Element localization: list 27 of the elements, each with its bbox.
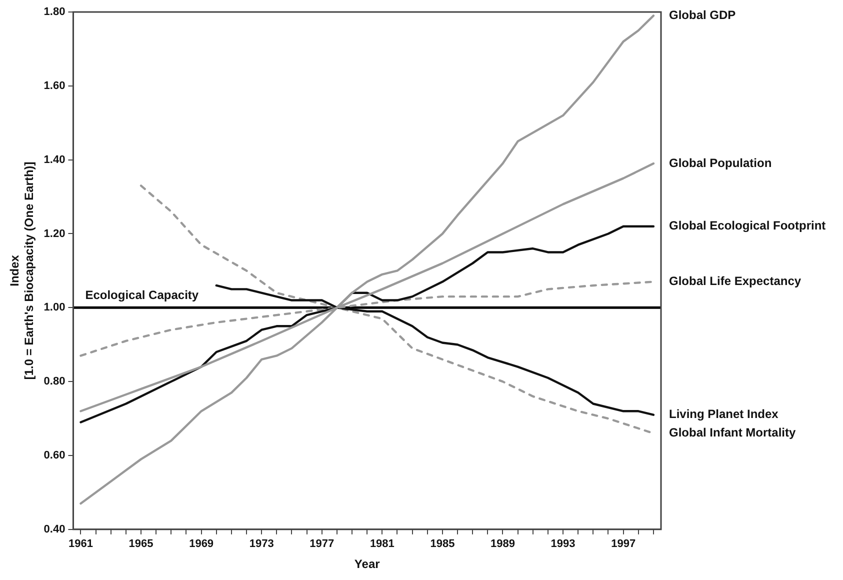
y-axis-title: Index [1.0 = Earth's Biocapacity (One Earth)]	[8, 162, 36, 380]
x-tick-label: 1981	[370, 538, 394, 550]
ref-line-label: Ecological Capacity	[85, 288, 199, 302]
x-tick-label: 1965	[128, 538, 154, 550]
y-tick-label: 0.40	[44, 523, 66, 536]
series-label: Global Population	[669, 156, 772, 170]
series-label: Global Life Expectancy	[669, 274, 802, 288]
y-tick-label: 1.60	[44, 80, 66, 92]
x-tick-label: 1993	[550, 538, 576, 550]
x-tick-label: 1973	[249, 538, 274, 550]
y-tick-label: 1.00	[44, 302, 66, 314]
y-tick-label: 0.60	[44, 450, 66, 462]
x-axis-title: Year	[354, 557, 380, 572]
x-tick-label: 1977	[310, 538, 334, 550]
series-label: Global Ecological Footprint	[669, 218, 826, 233]
x-tick-label: 1989	[490, 538, 515, 550]
series-label: Global GDP	[669, 8, 736, 22]
y-tick-label: 0.80	[44, 376, 66, 388]
x-tick-label: 1997	[611, 538, 636, 550]
series-label: Global Infant Mortality	[669, 426, 796, 440]
y-tick-label: 1.80	[44, 6, 66, 18]
x-tick-label: 1985	[430, 538, 455, 550]
series-label: Living Planet Index	[669, 407, 779, 422]
x-tick-label: 1969	[189, 538, 214, 550]
x-tick-label: 1961	[68, 538, 93, 550]
y-tick-label: 1.20	[44, 228, 66, 240]
y-tick-label: 1.40	[44, 154, 66, 166]
